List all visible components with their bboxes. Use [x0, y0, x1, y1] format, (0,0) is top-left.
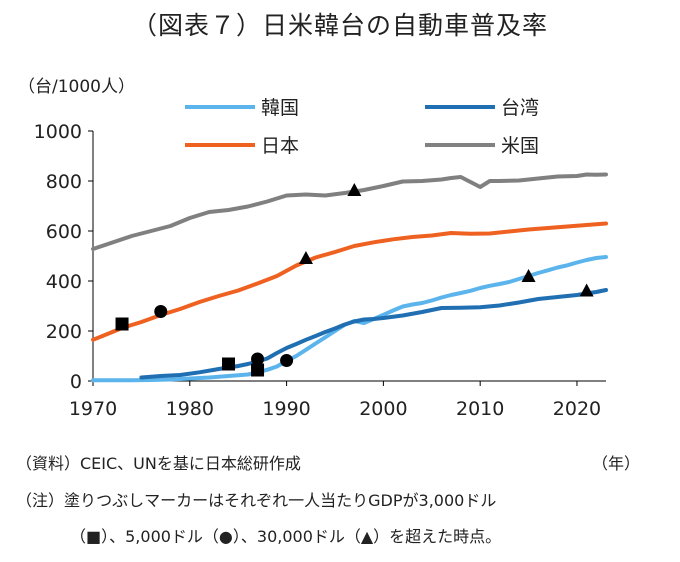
x-tick-label: 1970: [69, 398, 117, 420]
marker-triangle: [347, 183, 362, 196]
marker-triangle: [521, 269, 536, 282]
y-tick-label: 0: [70, 371, 82, 393]
x-tick-label: 1990: [262, 398, 310, 420]
series-line-米国: [91, 172, 608, 251]
marker-square: [222, 357, 236, 371]
y-tick-label: 400: [46, 271, 82, 293]
y-tick-label: 600: [46, 221, 82, 243]
marker-triangle: [579, 283, 594, 297]
marker-square: [115, 317, 129, 331]
chart-title: （図表７）日米韓台の自動車普及率: [131, 11, 548, 40]
marker-layer: [115, 183, 594, 377]
legend-label: 韓国: [261, 97, 299, 119]
marker-square: [251, 363, 265, 377]
chart-plot: 0 200 400 600 800 1000 1970 1980 1990 2000 2010 202…: [34, 97, 608, 420]
series-line-韓国: [91, 255, 608, 383]
marker-triangle: [298, 251, 313, 264]
legend-label: 米国: [501, 135, 539, 157]
y-tick-label: 200: [46, 321, 82, 343]
footnote-line-2: （■）、5,000ドル（●）、30,000ドル（▲）を超えた時点。: [70, 527, 502, 546]
source-note: （資料）CEIC、UNを基に日本総研作成: [16, 454, 301, 473]
x-tick-label: 1980: [166, 398, 214, 420]
x-axis-unit: （年）: [592, 454, 641, 473]
legend-label: 日本: [261, 135, 299, 157]
legend-label: 台湾: [501, 97, 539, 119]
y-axis-unit: （台/1000人）: [18, 77, 135, 97]
marker-circle: [251, 352, 265, 366]
y-tick-label: 800: [46, 171, 82, 193]
axes: 0 200 400 600 800 1000 1970 1980 1990 2000 2010 202…: [34, 121, 606, 420]
footnote-line-1: （注）塗りつぶしマーカーはそれぞれ一人当たりGDPが3,000ドル: [16, 491, 497, 510]
marker-circle: [280, 354, 294, 367]
x-tick-label: 2020: [553, 398, 601, 420]
series-line-日本: [91, 221, 608, 342]
x-tick-label: 2000: [359, 398, 407, 420]
x-tick-label: 2010: [456, 398, 504, 420]
series-line-台湾: [139, 288, 608, 380]
y-tick-label: 1000: [34, 121, 82, 143]
series-layer: [91, 172, 608, 383]
marker-circle: [154, 305, 168, 318]
